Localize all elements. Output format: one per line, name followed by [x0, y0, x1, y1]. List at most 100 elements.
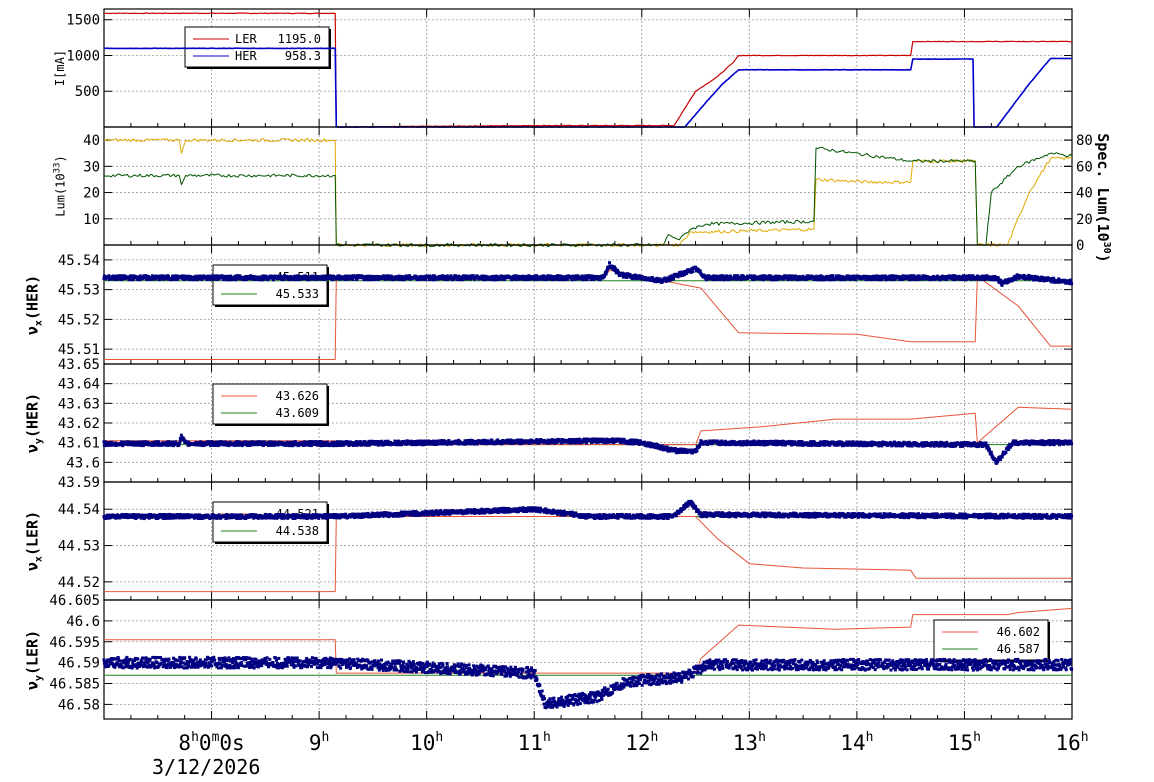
data-point [217, 513, 221, 517]
data-point [177, 442, 181, 446]
data-point [900, 277, 904, 281]
data-point [102, 277, 106, 281]
data-point [715, 441, 719, 445]
data-point [218, 443, 222, 447]
data-point [476, 442, 479, 446]
data-point [822, 443, 826, 447]
y2-tick-label: 60 [1076, 159, 1093, 175]
data-point [414, 274, 418, 278]
data-point [315, 440, 319, 444]
data-point [485, 442, 488, 446]
data-point [574, 441, 578, 445]
data-point [324, 443, 328, 447]
data-point [134, 443, 138, 447]
data-point [194, 440, 198, 444]
data-point [191, 278, 195, 282]
data-point [338, 274, 342, 278]
data-point [799, 277, 803, 281]
data-point [728, 440, 732, 444]
data-point [428, 440, 432, 444]
data-point [595, 440, 598, 444]
series-tune-measured [102, 261, 1074, 287]
data-point [1000, 283, 1004, 287]
data-point [694, 266, 698, 270]
data-point [817, 274, 821, 278]
y-tick-label: 45.53 [58, 283, 100, 299]
data-point [167, 440, 171, 444]
data-point [966, 444, 970, 448]
data-point [212, 516, 216, 520]
data-point [719, 442, 723, 446]
data-point [296, 274, 300, 278]
data-point [993, 458, 997, 462]
data-point [1056, 280, 1060, 284]
data-point [990, 453, 994, 457]
data-point [764, 274, 768, 278]
legend-value: 43.626 [276, 389, 319, 403]
data-point [768, 276, 772, 280]
data-point [796, 441, 800, 445]
data-point [996, 276, 1000, 280]
data-point [395, 443, 399, 447]
data-point [449, 274, 453, 278]
data-point [194, 274, 198, 278]
data-point [808, 276, 812, 280]
data-point [937, 444, 941, 448]
data-point [603, 274, 607, 278]
y-tick-label: 1500 [66, 13, 100, 29]
data-point [294, 278, 298, 282]
data-point [527, 277, 531, 281]
data-point [729, 274, 732, 278]
data-point [355, 276, 359, 280]
data-point [970, 444, 974, 448]
data-point [1058, 439, 1062, 443]
data-point [988, 448, 991, 452]
data-point [208, 444, 212, 448]
data-point [945, 440, 949, 444]
data-point [605, 268, 609, 272]
data-point [157, 441, 161, 444]
data-point [458, 278, 462, 282]
data-point [698, 269, 702, 273]
data-point [1052, 276, 1056, 280]
data-point [145, 277, 149, 281]
data-point [703, 274, 707, 278]
y-tick-label: 44.52 [58, 575, 100, 591]
data-point [978, 444, 982, 448]
data-point [912, 274, 916, 278]
data-point [908, 278, 912, 282]
data-point [681, 451, 685, 454]
data-point [220, 274, 224, 278]
data-point [805, 277, 809, 281]
data-point [155, 513, 159, 517]
data-point [349, 277, 353, 281]
data-point [120, 274, 124, 278]
data-point [963, 274, 967, 278]
data-point [122, 515, 126, 519]
data-point [819, 274, 823, 278]
data-point [890, 278, 894, 282]
data-point [482, 442, 486, 446]
data-point [437, 274, 441, 278]
data-point [366, 441, 370, 445]
data-point [424, 278, 428, 281]
data-point [555, 440, 559, 444]
data-point [302, 443, 306, 447]
data-point [1022, 276, 1026, 280]
data-point [752, 439, 756, 443]
data-point [980, 445, 984, 448]
y-tick-label: 44.53 [58, 539, 100, 555]
data-point [961, 277, 965, 281]
data-point [271, 278, 275, 282]
data-point [935, 441, 939, 445]
data-point [850, 277, 854, 281]
data-point [968, 274, 972, 278]
data-point [894, 444, 898, 448]
data-point [211, 440, 215, 444]
data-point [996, 458, 1000, 462]
y-tick-label: 43.62 [58, 416, 100, 432]
data-point [311, 277, 315, 281]
data-point [195, 513, 199, 517]
data-point [805, 441, 809, 445]
